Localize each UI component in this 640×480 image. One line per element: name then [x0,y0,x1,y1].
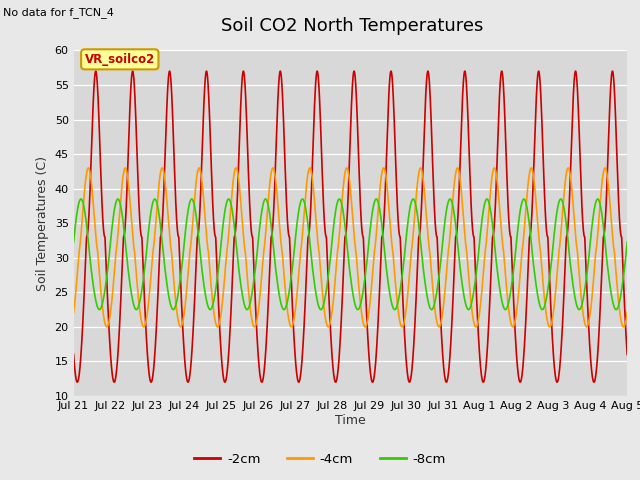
Y-axis label: Soil Temperatures (C): Soil Temperatures (C) [36,156,49,291]
X-axis label: Time: Time [335,414,366,427]
Text: No data for f_TCN_4: No data for f_TCN_4 [3,7,114,18]
Text: VR_soilco2: VR_soilco2 [84,53,155,66]
Text: Soil CO2 North Temperatures: Soil CO2 North Temperatures [221,17,483,35]
Legend: -2cm, -4cm, -8cm: -2cm, -4cm, -8cm [189,447,451,471]
